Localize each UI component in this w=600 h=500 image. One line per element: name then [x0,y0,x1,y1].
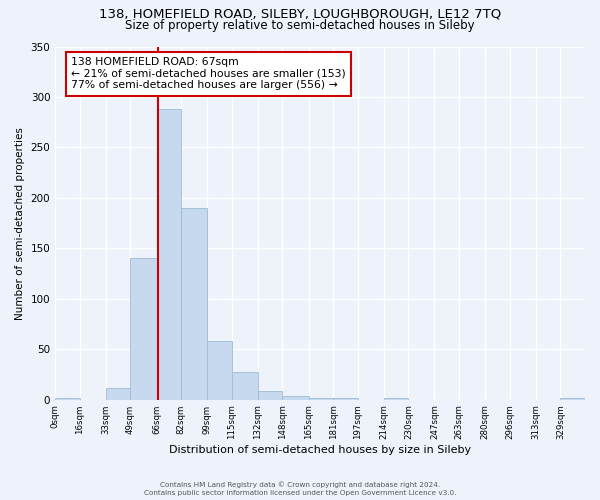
Text: 138 HOMEFIELD ROAD: 67sqm
← 21% of semi-detached houses are smaller (153)
77% of: 138 HOMEFIELD ROAD: 67sqm ← 21% of semi-… [71,57,346,90]
Y-axis label: Number of semi-detached properties: Number of semi-detached properties [15,126,25,320]
Bar [308,398,333,400]
Bar [232,372,258,400]
Bar [560,398,585,400]
Bar [384,398,409,400]
Text: Size of property relative to semi-detached houses in Sileby: Size of property relative to semi-detach… [125,18,475,32]
Bar [130,258,157,400]
Bar [106,388,130,400]
Bar [157,109,181,400]
Bar [333,398,358,400]
Bar [207,341,232,400]
Text: Contains HM Land Registry data © Crown copyright and database right 2024.
Contai: Contains HM Land Registry data © Crown c… [144,482,456,496]
Text: 138, HOMEFIELD ROAD, SILEBY, LOUGHBOROUGH, LE12 7TQ: 138, HOMEFIELD ROAD, SILEBY, LOUGHBOROUG… [99,8,501,20]
X-axis label: Distribution of semi-detached houses by size in Sileby: Distribution of semi-detached houses by … [169,445,471,455]
Bar [181,208,207,400]
Bar [258,390,283,400]
Bar [283,396,308,400]
Bar [55,398,80,400]
